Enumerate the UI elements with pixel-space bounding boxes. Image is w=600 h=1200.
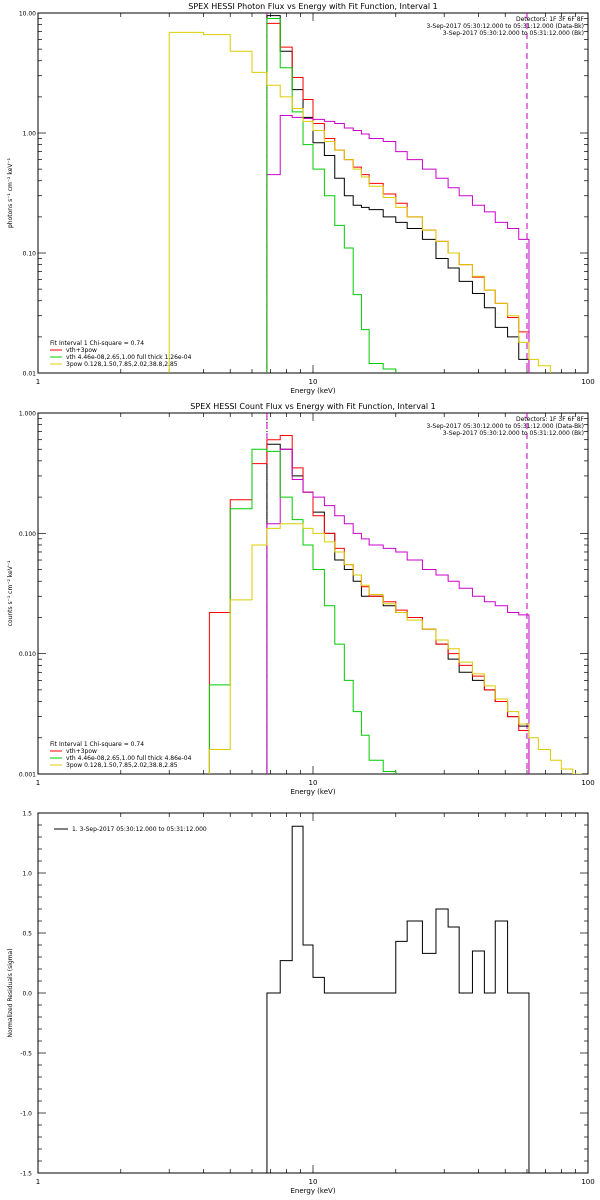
series-2-line bbox=[266, 448, 530, 774]
annotation-2: 3-Sep-2017 05:30:12.000 to 05:31:12.000 … bbox=[443, 430, 584, 437]
x-tick-label: 100 bbox=[581, 779, 594, 787]
legend-entry-label: 3pow 0.128,1.50,7.85,2.02,38.8,2.85 bbox=[66, 361, 178, 368]
chart-title: SPEX HESSI Count Flux vs Energy with Fit… bbox=[190, 402, 435, 411]
data-layer bbox=[168, 13, 551, 373]
legend-entry-label: vth+3pow bbox=[66, 347, 97, 354]
series-4-line bbox=[168, 31, 551, 373]
legend-header: Fit Interval 1 Chi-square = 0.74 bbox=[50, 340, 144, 347]
legend-entry-label: 3pow 0.128,1.50,7.85,2.02,38.8,2.85 bbox=[66, 762, 178, 769]
y-tick-label: 0.010 bbox=[19, 651, 36, 658]
series-0-line bbox=[266, 15, 530, 373]
series-1-line bbox=[208, 435, 530, 774]
data-layer bbox=[208, 413, 582, 774]
x-tick-label: 10 bbox=[309, 779, 318, 787]
y-tick-label: 1.00 bbox=[23, 131, 37, 138]
annotation-2: 3-Sep-2017 05:30:12.000 to 05:31:12.000 … bbox=[443, 30, 584, 37]
data-layer bbox=[266, 825, 530, 1173]
y-tick-label: 0.01 bbox=[23, 371, 37, 378]
panel-1: SPEX HESSI Photon Flux vs Energy with Fi… bbox=[7, 2, 595, 395]
y-tick-label: 0.001 bbox=[19, 772, 36, 779]
series-3-line bbox=[208, 448, 397, 774]
x-axis-label: Energy (keV) bbox=[290, 788, 335, 796]
y-axis-label: Normalized Residuals (sigma) bbox=[7, 948, 14, 1037]
annotation-0: Detectors: 1F 3F 6F 8F bbox=[516, 416, 585, 423]
y-tick-label: 1.000 bbox=[19, 411, 36, 418]
y-tick-label: 0.5 bbox=[22, 931, 32, 938]
y-tick-label: 1.5 bbox=[22, 811, 32, 818]
legend-entry-label: 1. 3-Sep-2017 05:30:12.000 to 05:31:12.0… bbox=[72, 826, 207, 833]
x-tick-label: 10 bbox=[309, 378, 318, 386]
series-0-line bbox=[266, 443, 530, 774]
y-tick-label: 1.0 bbox=[22, 871, 32, 878]
panel-2: SPEX HESSI Count Flux vs Energy with Fit… bbox=[7, 402, 595, 796]
y-tick-label: -0.5 bbox=[20, 1051, 32, 1058]
panel-3: 1 10 100 Energy (keV) -1.5 -1.0 -0.5 0.0 0.5 1.0 1… bbox=[7, 811, 595, 1196]
x-tick-label: 100 bbox=[581, 1178, 594, 1186]
annotation-1: 3-Sep-2017 05:30:12.000 to 05:31:12.000 … bbox=[426, 23, 584, 30]
x-tick-label: 1 bbox=[36, 1178, 40, 1186]
y-axis-label: photons s⁻¹ cm⁻² keV⁻¹ bbox=[7, 157, 14, 228]
legend-header: Fit Interval 1 Chi-square = 0.74 bbox=[50, 741, 144, 748]
plot-frame bbox=[37, 12, 589, 374]
series-0-line bbox=[266, 825, 530, 1173]
plot-frame bbox=[37, 412, 589, 775]
y-tick-label: 10.00 bbox=[19, 11, 36, 18]
y-tick-label: 0.0 bbox=[22, 991, 32, 998]
x-axis-label: Energy (keV) bbox=[290, 1187, 335, 1195]
series-2-line bbox=[266, 114, 530, 373]
y-tick-label: -1.0 bbox=[20, 1111, 32, 1118]
legend-entry-label: vth 4.46e-08,2.65,1.00 full thick 1.26e-… bbox=[66, 354, 192, 361]
y-tick-label: 0.10 bbox=[23, 251, 37, 258]
annotation-1: 3-Sep-2017 05:30:12.000 to 05:31:12.000 … bbox=[426, 423, 584, 430]
y-tick-label: 0.100 bbox=[19, 531, 36, 538]
y-tick-label: -1.5 bbox=[20, 1171, 32, 1178]
x-tick-label: 10 bbox=[309, 1178, 318, 1186]
chart-title: SPEX HESSI Photon Flux vs Energy with Fi… bbox=[188, 2, 438, 11]
series-4-line bbox=[208, 523, 582, 774]
series-1-line bbox=[266, 22, 530, 373]
y-axis-label: counts s⁻¹ cm⁻² keV⁻¹ bbox=[7, 560, 14, 626]
plot-frame bbox=[37, 812, 589, 1174]
x-tick-label: 1 bbox=[36, 779, 40, 787]
legend-entry-label: vth 4.46e-08,2.65,1.00 full thick 4.86e-… bbox=[66, 755, 192, 762]
x-axis-label: Energy (keV) bbox=[290, 387, 335, 395]
series-3-line bbox=[266, 17, 397, 373]
x-tick-label: 1 bbox=[36, 378, 40, 386]
legend-entry-label: vth+3pow bbox=[66, 748, 97, 755]
annotation-0: Detectors: 1F 3F 6F 8F bbox=[516, 16, 585, 23]
x-tick-label: 100 bbox=[581, 378, 594, 386]
